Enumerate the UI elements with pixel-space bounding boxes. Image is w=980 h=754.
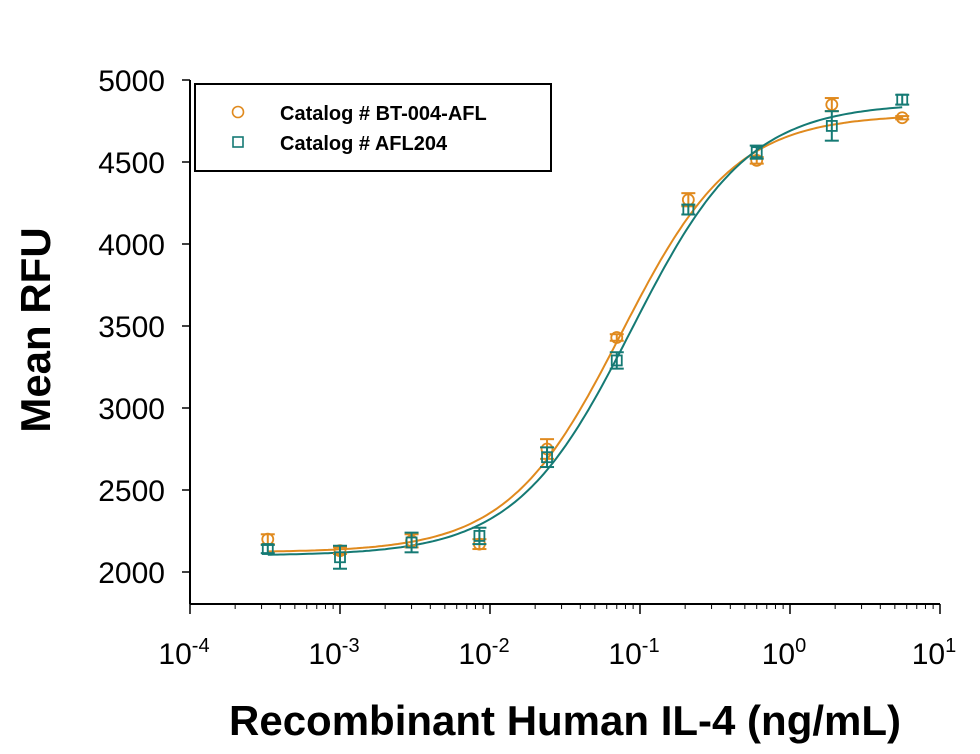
y-tick-label: 4000 [98, 229, 165, 262]
y-tick-label: 2500 [98, 475, 165, 508]
x-tick-label: 101 [912, 635, 957, 671]
x-tick-label: 10-4 [158, 635, 209, 671]
data-point-square [334, 551, 346, 564]
data-point-square [682, 203, 695, 216]
data-point-square [896, 93, 909, 106]
data-point-square [541, 451, 553, 464]
x-tick-label: 10-2 [458, 635, 509, 671]
data-point-circle [895, 111, 909, 125]
fit-curve-1 [267, 106, 903, 556]
legend-label-1: Catalog # AFL204 [280, 133, 448, 155]
fit-curve-0 [267, 116, 903, 553]
data-point-circle [825, 98, 839, 111]
data-point-square [610, 354, 623, 367]
legend: Catalog # BT-004-AFL Catalog # AFL204 [194, 83, 552, 172]
legend-label-0: Catalog # BT-004-AFL [280, 103, 487, 125]
y-tick-label: 2000 [98, 557, 165, 590]
x-tick-label: 100 [762, 635, 807, 671]
x-axis-title: Recombinant Human IL-4 (ng/mL) [229, 697, 901, 744]
y-axis-title: Mean RFU [12, 227, 59, 432]
data-point-circle [610, 331, 624, 344]
x-tick-label: 10-3 [308, 635, 359, 671]
data-point-square [405, 536, 418, 549]
legend-marker-square [232, 136, 244, 148]
x-tick-label: 10-1 [608, 635, 659, 671]
axes [189, 80, 940, 605]
y-tick-label: 3000 [98, 393, 165, 426]
data-point-square [261, 543, 274, 555]
legend-marker-circle [231, 105, 245, 119]
data-point-square [473, 530, 486, 542]
y-tick-label: 5000 [98, 65, 165, 98]
data-point-square [750, 146, 763, 159]
y-tick-label: 4500 [98, 147, 165, 180]
data-point-square [825, 120, 838, 132]
legend-box [194, 83, 552, 172]
y-tick-label: 3500 [98, 311, 165, 344]
